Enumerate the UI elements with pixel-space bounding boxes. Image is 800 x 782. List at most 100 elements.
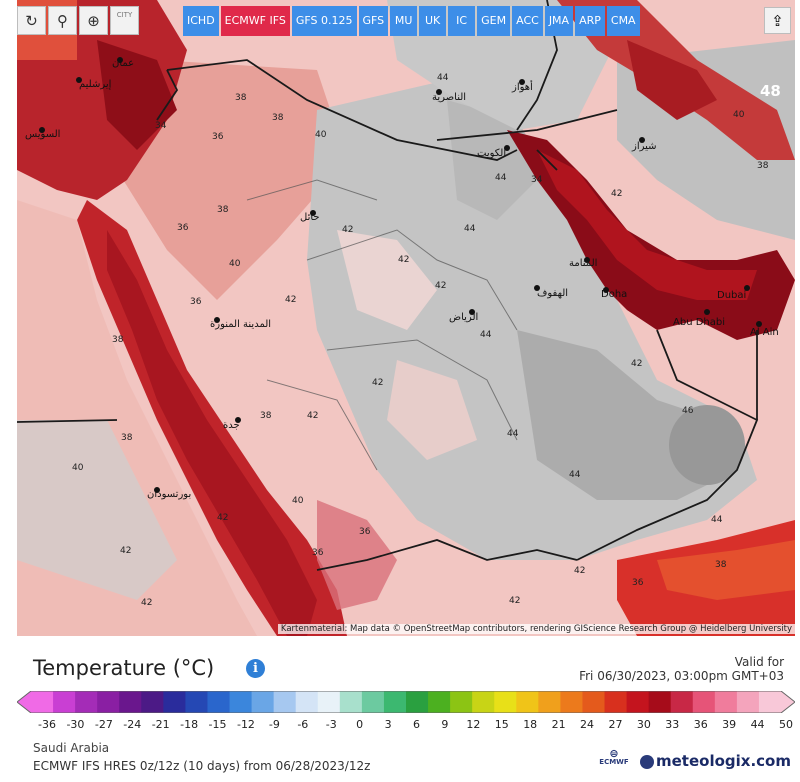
svg-text:42: 42 xyxy=(141,598,152,608)
colorbar-segment xyxy=(758,691,782,713)
svg-text:بورتسودان: بورتسودان xyxy=(147,489,191,500)
city-toggle-button[interactable]: CITY xyxy=(110,6,139,35)
colorbar-segment xyxy=(97,691,120,713)
colorbar-segment xyxy=(31,691,54,713)
zoom-button[interactable]: ⊕ xyxy=(79,6,108,35)
model-button-ichd[interactable]: ICHD xyxy=(183,6,219,36)
svg-text:إيرشليم: إيرشليم xyxy=(79,79,112,90)
model-button-uk[interactable]: UK xyxy=(419,6,447,36)
svg-text:42: 42 xyxy=(509,596,520,606)
ecmwf-logo[interactable]: ⊜ ECMWF xyxy=(594,747,634,767)
svg-text:40: 40 xyxy=(315,130,327,140)
model-button-acc[interactable]: ACC xyxy=(512,6,543,36)
svg-text:أهواز: أهواز xyxy=(511,80,533,93)
colorbar-tick-label: -9 xyxy=(268,718,280,731)
colorbar-tick-label: 18 xyxy=(523,718,538,731)
colorbar-tick-label: -15 xyxy=(208,718,227,731)
refresh-button[interactable]: ↻ xyxy=(17,6,46,35)
colorbar-segment xyxy=(626,691,650,713)
model-button-mu[interactable]: MU xyxy=(390,6,418,36)
model-button-gfs[interactable]: GFS xyxy=(358,6,389,36)
city-label: CITY xyxy=(116,11,133,19)
model-button-jma[interactable]: JMA xyxy=(544,6,574,36)
location-pin-icon: ⚲ xyxy=(57,11,68,30)
svg-text:42: 42 xyxy=(398,255,409,265)
colorbar-tick-label: -24 xyxy=(123,718,142,731)
svg-text:42: 42 xyxy=(372,378,383,388)
model-run-info: ECMWF IFS HRES 0z/12z (10 days) from 06/… xyxy=(33,759,371,773)
model-button-arp[interactable]: ARP xyxy=(575,6,605,36)
svg-text:36: 36 xyxy=(177,223,189,233)
map-toolbar: ↻ ⚲ ⊕ CITY xyxy=(17,6,139,35)
svg-text:34: 34 xyxy=(531,175,543,185)
model-button-cma[interactable]: CMA xyxy=(606,6,640,36)
colorbar-tick-label: -36 xyxy=(38,718,56,731)
colorbar-segment xyxy=(119,691,142,713)
model-button-ecmwf-ifs[interactable]: ECMWF IFS xyxy=(220,6,290,36)
svg-text:34: 34 xyxy=(155,121,167,131)
svg-text:44: 44 xyxy=(711,515,723,525)
colorbar-tick-label: 21 xyxy=(551,718,566,731)
svg-text:المدينة المنورة: المدينة المنورة xyxy=(210,319,271,330)
globe-icon xyxy=(640,754,654,769)
colorbar-tick-label: 44 xyxy=(750,718,765,731)
region-name: Saudi Arabia xyxy=(33,741,110,755)
share-button[interactable]: ⇪ xyxy=(764,7,791,34)
colorbar-tick-label: 36 xyxy=(693,718,708,731)
svg-text:42: 42 xyxy=(120,546,131,556)
svg-text:الناصرية: الناصرية xyxy=(432,92,466,103)
svg-text:36: 36 xyxy=(312,548,324,558)
colorbar-segment xyxy=(670,691,694,713)
model-button-gfs-0-125[interactable]: GFS 0.125 xyxy=(291,6,357,36)
info-icon[interactable]: i xyxy=(246,659,265,678)
colorbar-segment xyxy=(560,691,583,713)
colorbar-segment xyxy=(538,691,561,713)
svg-text:42: 42 xyxy=(435,281,446,291)
svg-text:44: 44 xyxy=(507,429,519,439)
svg-text:المنامة: المنامة xyxy=(569,258,597,269)
svg-text:44: 44 xyxy=(437,73,449,83)
colorbar-segment xyxy=(383,691,407,713)
colorbar-tick-label: 9 xyxy=(441,718,449,731)
temperature-colorbar xyxy=(17,691,795,713)
svg-text:38: 38 xyxy=(217,205,229,215)
svg-text:42: 42 xyxy=(307,411,318,421)
svg-text:الهفوف: الهفوف xyxy=(537,288,568,299)
svg-text:38: 38 xyxy=(121,433,133,443)
colorbar-tick-label: 39 xyxy=(722,718,737,731)
colorbar-segment xyxy=(163,691,186,713)
model-button-gem[interactable]: GEM xyxy=(477,6,511,36)
ecmwf-logo-icon: ⊜ xyxy=(609,747,619,760)
svg-text:38: 38 xyxy=(112,335,124,345)
colorbar-segment xyxy=(53,691,76,713)
temperature-map[interactable]: 38 38 40 36 34 36 40 36 42 42 42 44 42 44 42 38 42 4… xyxy=(17,0,795,636)
isotherm-labels: 38 38 40 36 34 36 40 36 42 42 42 44 42 44 42 38 42 4… xyxy=(72,73,769,608)
svg-text:Al Ain: Al Ain xyxy=(750,327,779,338)
colorbar-tick-label: -12 xyxy=(236,718,255,731)
colorbar-segment xyxy=(317,691,341,713)
model-selector: ICHD ECMWF IFS GFS 0.125 GFS MU UK IC GEM ACC JMA… xyxy=(183,6,640,36)
svg-text:38: 38 xyxy=(260,411,272,421)
colorbar-segment xyxy=(229,691,253,713)
map-canvas: 38 38 40 36 34 36 40 36 42 42 42 44 42 44 42 38 42 4… xyxy=(17,0,795,636)
model-button-ic[interactable]: IC xyxy=(448,6,476,36)
colorbar-segment xyxy=(75,691,98,713)
colorbar-tick-label: -27 xyxy=(94,718,113,731)
valid-for-label: Valid for xyxy=(734,655,784,669)
colorbar-segment xyxy=(472,691,495,713)
colorbar-segment xyxy=(295,691,319,713)
colorbar-tick-label: 30 xyxy=(636,718,651,731)
colorbar-tick-label: 3 xyxy=(384,718,392,731)
svg-text:44: 44 xyxy=(480,330,492,340)
colorbar-segment xyxy=(428,691,451,713)
colorbar-segment xyxy=(450,691,473,713)
city-labels: Doha Dubai Abu Dhabi Al Ain الرياض الكوي… xyxy=(25,57,779,500)
location-button[interactable]: ⚲ xyxy=(48,6,77,35)
colorbar-segment xyxy=(736,691,760,713)
svg-text:38: 38 xyxy=(235,93,247,103)
svg-text:44: 44 xyxy=(495,173,507,183)
colorbar-tick-label: -18 xyxy=(180,718,199,731)
refresh-icon: ↻ xyxy=(25,11,38,30)
meteologix-logo[interactable]: meteologix.com xyxy=(640,752,791,770)
svg-text:Dubai: Dubai xyxy=(717,290,746,301)
